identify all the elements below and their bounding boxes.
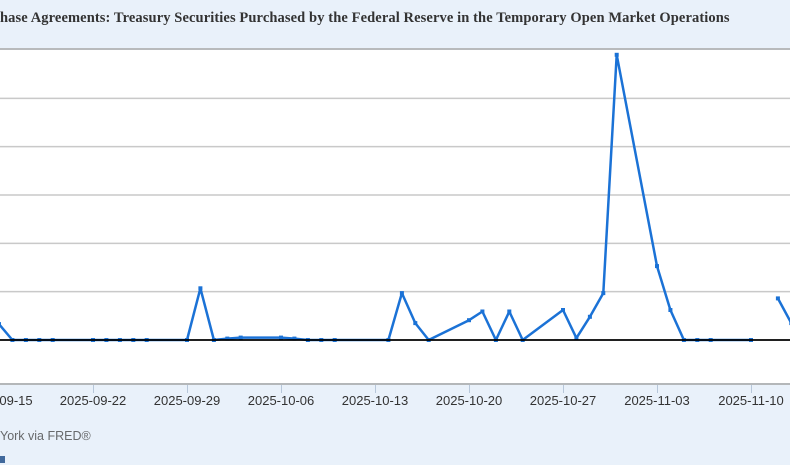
x-axis-strip: 09-15 2025-09-22 2025-09-29 2025-10-06 2025-… [0, 383, 790, 465]
x-tick-label: 09-15 [0, 393, 33, 408]
x-tick-label: 2025-09-22 [59, 393, 127, 408]
cropped-button-fragment[interactable] [0, 456, 5, 463]
x-tick-label: 2025-09-29 [153, 393, 221, 408]
x-tick-label: 2025-10-13 [341, 393, 409, 408]
x-tick-mark [657, 385, 658, 393]
x-tick-mark [187, 385, 188, 393]
x-tick-mark [469, 385, 470, 393]
line-chart[interactable] [0, 50, 790, 383]
x-tick-mark [93, 385, 94, 393]
x-tick-mark [281, 385, 282, 393]
chart-title: hase Agreements: Treasury Securities Pur… [0, 10, 730, 26]
x-tick-label: 2025-10-06 [247, 393, 315, 408]
x-tick-label: 2025-10-27 [529, 393, 597, 408]
x-tick-mark [563, 385, 564, 393]
chart-plot-area[interactable] [0, 50, 790, 383]
chart-title-bar: hase Agreements: Treasury Securities Pur… [0, 0, 790, 50]
x-tick-label: 2025-11-03 [624, 393, 690, 408]
source-text: York via FRED® [0, 429, 91, 443]
x-tick-mark [751, 385, 752, 393]
x-tick-label: 2025-11-10 [718, 393, 784, 408]
x-tick-label: 2025-10-20 [435, 393, 503, 408]
x-tick-mark [375, 385, 376, 393]
